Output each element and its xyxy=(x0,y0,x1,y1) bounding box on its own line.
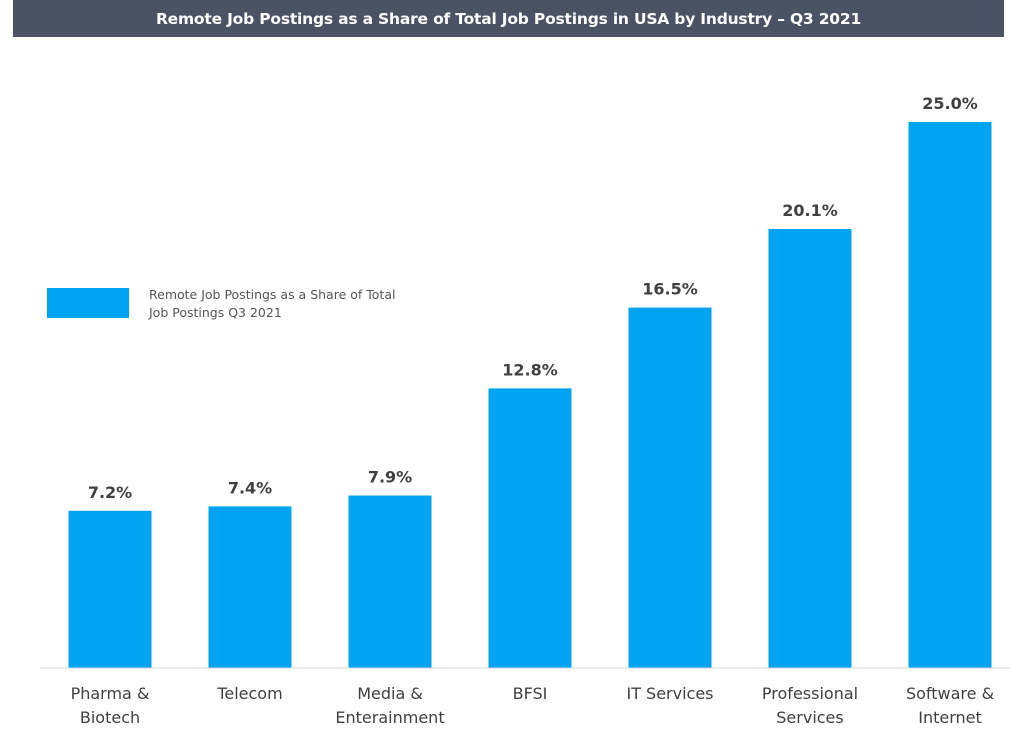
data-label-5: 20.1% xyxy=(782,201,838,220)
category-label-2-line-2: Enterainment xyxy=(335,708,444,727)
bar-6 xyxy=(908,122,992,668)
data-label-0: 7.2% xyxy=(88,483,132,502)
data-label-4: 16.5% xyxy=(642,280,698,299)
bar-1 xyxy=(208,506,292,668)
bars-group xyxy=(68,122,992,668)
category-label-4-line-1: IT Services xyxy=(626,684,713,703)
category-label-0-line-1: Pharma & xyxy=(71,684,150,703)
category-label-5-line-1: Professional xyxy=(762,684,858,703)
category-labels-group: Pharma & Biotech Telecom Media & Enterainmen… xyxy=(71,684,994,727)
bar-0 xyxy=(68,510,152,668)
category-label-6-line-2: Internet xyxy=(918,708,982,727)
category-label-5-line-2: Services xyxy=(776,708,843,727)
legend-label-line-1: Remote Job Postings as a Share of Total xyxy=(149,287,395,302)
bar-4 xyxy=(628,307,712,668)
data-label-2: 7.9% xyxy=(368,468,412,487)
footnote xyxy=(0,729,1024,735)
data-label-3: 12.8% xyxy=(502,360,558,379)
legend-label-line-2: Job Postings Q3 2021 xyxy=(148,305,282,320)
category-label-2-line-1: Media & xyxy=(357,684,423,703)
legend: Remote Job Postings as a Share of Total … xyxy=(47,287,395,320)
category-label-6-line-1: Software & xyxy=(906,684,994,703)
category-label-3-line-1: BFSI xyxy=(513,684,548,703)
data-label-6: 25.0% xyxy=(922,94,978,113)
category-label-0-line-2: Biotech xyxy=(80,708,140,727)
chart-title: Remote Job Postings as a Share of Total … xyxy=(13,0,1004,37)
bar-5 xyxy=(768,229,852,668)
category-label-1-line-1: Telecom xyxy=(216,684,282,703)
bar-2 xyxy=(348,495,432,668)
legend-swatch xyxy=(47,288,129,318)
data-label-1: 7.4% xyxy=(228,478,272,497)
value-labels-group: 7.2% 7.4% 7.9% 12.8% 16.5% 20.1% 25.0% xyxy=(88,94,978,502)
bar-3 xyxy=(488,388,572,668)
